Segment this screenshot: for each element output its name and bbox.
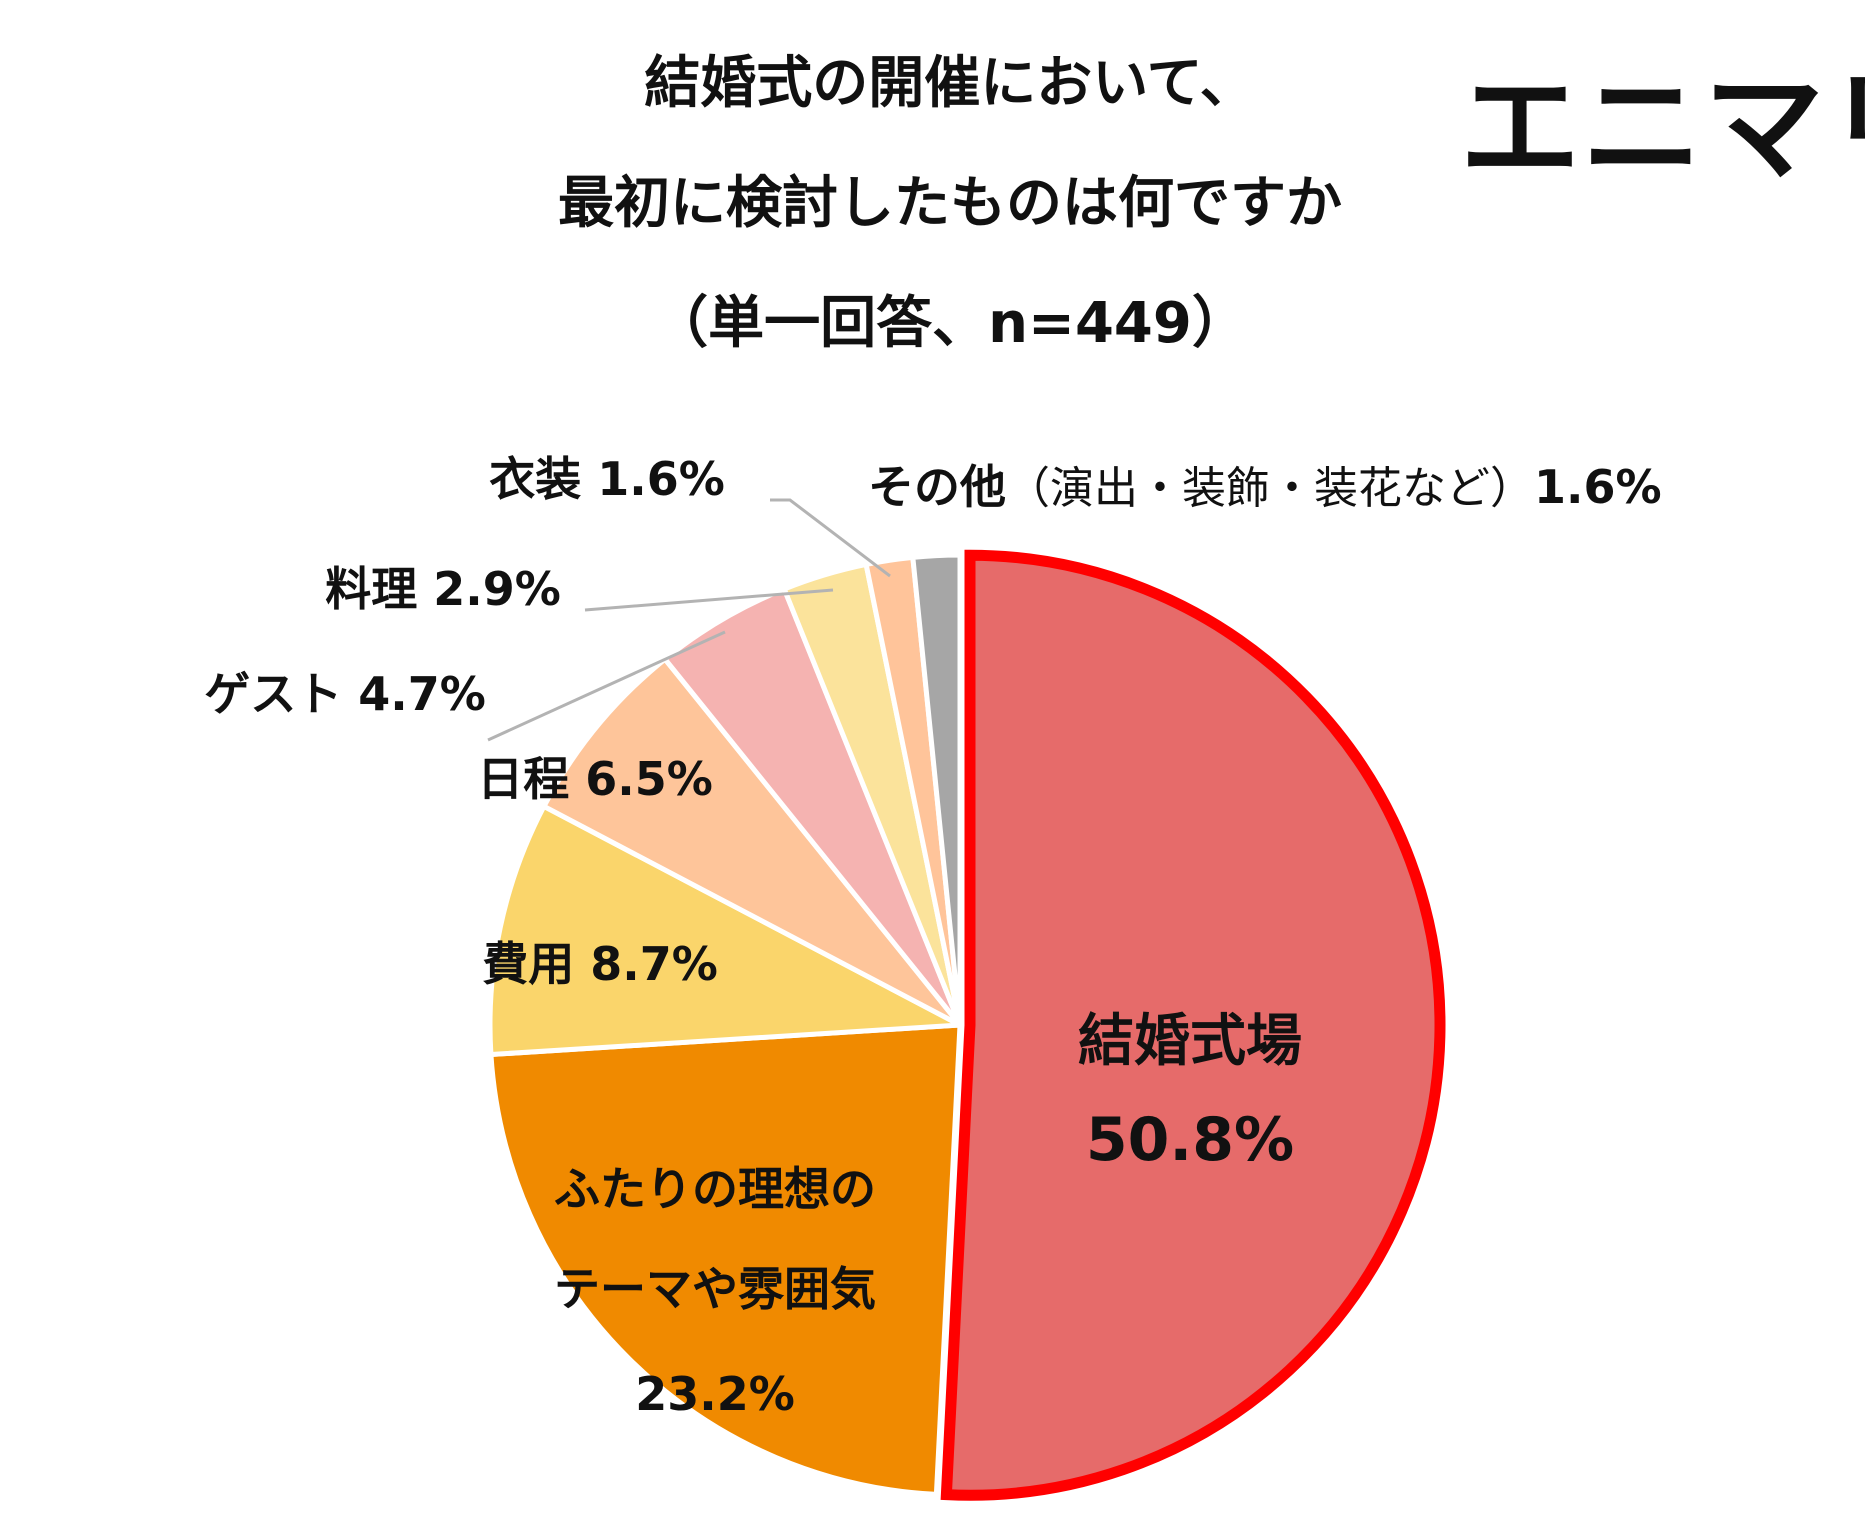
leader-line: [487, 630, 726, 742]
pie-slice: [487, 803, 970, 1058]
slice-label: 料理 2.9%: [325, 562, 561, 616]
leader-line: [770, 498, 891, 578]
slice-label: 日程 6.5%: [477, 752, 713, 806]
slice-value-label: 23.2%: [635, 1367, 795, 1421]
brand-logo: エニマリ: [1460, 59, 1865, 198]
slice-label: ゲスト 4.7%: [204, 667, 486, 721]
leader-lines: [487, 498, 891, 742]
pie-slices: [487, 552, 1443, 1498]
slice-label: 費用 8.7%: [482, 937, 718, 991]
slice-value-label: 50.8%: [1086, 1105, 1294, 1175]
chart-title-line-3: （単一回答、n=449）: [652, 291, 1248, 356]
leader-line: [584, 588, 834, 612]
pie-slice: [910, 552, 963, 1026]
slice-value-label: 8.7%: [590, 937, 718, 991]
slice-value-label: 2.9%: [433, 562, 561, 616]
slice-label: ふたりの理想の: [554, 1162, 876, 1216]
slice-label: テーマや雰囲気: [554, 1262, 876, 1316]
chart-title-line-1: 結婚式の開催において、: [644, 51, 1256, 116]
slice-label: 衣装 1.6%: [489, 452, 725, 506]
slice-value-label: 4.7%: [358, 667, 486, 721]
slice-label: その他（演出・装飾・装花など）1.6%: [868, 460, 1662, 514]
highlight-layer: [940, 549, 1446, 1501]
highlight-border: [940, 549, 1446, 1501]
pie-slice: [488, 1022, 963, 1498]
slice-value-label: 1.6%: [597, 452, 725, 506]
pie-slice: [540, 655, 962, 1028]
chart-title-line-2: 最初に検討したものは何ですか: [558, 171, 1342, 236]
slice-value-label: 6.5%: [585, 752, 713, 806]
slice-label: 結婚式場: [1078, 1009, 1302, 1074]
